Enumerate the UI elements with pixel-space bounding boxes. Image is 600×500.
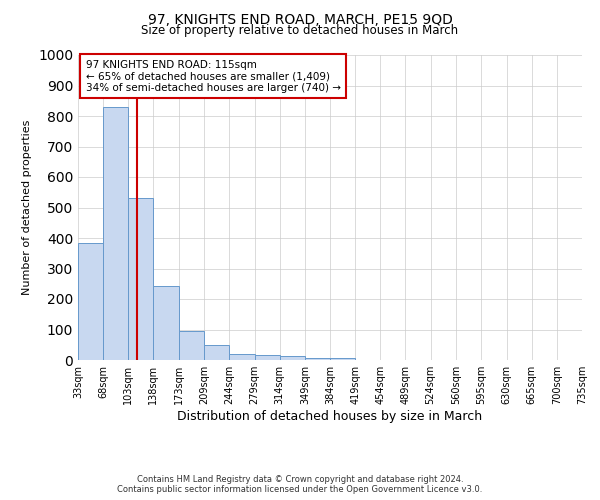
X-axis label: Distribution of detached houses by size in March: Distribution of detached houses by size …: [178, 410, 482, 423]
Bar: [330, 358, 355, 360]
Text: 97, KNIGHTS END ROAD, MARCH, PE15 9QD: 97, KNIGHTS END ROAD, MARCH, PE15 9QD: [148, 12, 452, 26]
Bar: [128, 198, 154, 360]
Bar: [205, 345, 229, 360]
Bar: [78, 242, 103, 360]
Y-axis label: Number of detached properties: Number of detached properties: [22, 120, 32, 295]
Bar: [179, 331, 203, 360]
Bar: [229, 354, 254, 360]
Bar: [254, 356, 280, 360]
Text: Size of property relative to detached houses in March: Size of property relative to detached ho…: [142, 24, 458, 37]
Bar: [154, 286, 179, 360]
Text: Contains HM Land Registry data © Crown copyright and database right 2024.
Contai: Contains HM Land Registry data © Crown c…: [118, 474, 482, 494]
Bar: [305, 358, 330, 360]
Bar: [280, 356, 305, 360]
Bar: [103, 107, 128, 360]
Text: 97 KNIGHTS END ROAD: 115sqm
← 65% of detached houses are smaller (1,409)
34% of : 97 KNIGHTS END ROAD: 115sqm ← 65% of det…: [86, 60, 341, 93]
